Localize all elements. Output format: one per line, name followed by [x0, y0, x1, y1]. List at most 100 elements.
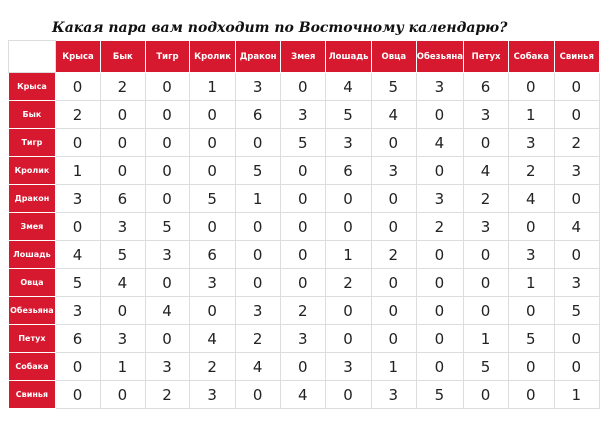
- column-header: Крыса: [54, 40, 102, 73]
- cell: 2: [463, 184, 510, 213]
- cell: 0: [415, 324, 465, 353]
- table-row: Кролик 1 0 0 0 5 0 6 3 0 4 2 3: [8, 156, 600, 185]
- column-header: Кролик: [189, 40, 236, 73]
- cell: 0: [463, 128, 510, 157]
- cell: 3: [508, 240, 555, 269]
- cell: 0: [280, 156, 327, 185]
- cell: 0: [415, 156, 465, 185]
- cell: 0: [553, 72, 600, 101]
- cell: 3: [370, 380, 417, 409]
- cell: 5: [508, 324, 555, 353]
- cell: 3: [280, 100, 327, 129]
- cell: 0: [144, 128, 191, 157]
- row-header: Петух: [8, 324, 56, 353]
- cell: 0: [325, 212, 372, 241]
- cell: 0: [189, 212, 236, 241]
- cell: 3: [553, 268, 600, 297]
- table-row: Обезьяна 3 0 4 0 3 2 0 0 0 0 0 5: [8, 296, 600, 325]
- row-header: Свинья: [8, 380, 56, 409]
- cell: 0: [189, 100, 236, 129]
- column-header: Петух: [463, 40, 510, 73]
- cell: 2: [415, 212, 465, 241]
- cell: 0: [144, 324, 191, 353]
- cell: 2: [234, 324, 282, 353]
- column-header: Обезьяна: [415, 40, 465, 73]
- cell: 2: [54, 100, 102, 129]
- cell: 3: [189, 268, 236, 297]
- cell: 0: [54, 380, 102, 409]
- cell: 0: [370, 296, 417, 325]
- cell: 0: [144, 156, 191, 185]
- cell: 3: [415, 72, 465, 101]
- cell: 0: [325, 380, 372, 409]
- cell: 3: [280, 324, 327, 353]
- cell: 0: [508, 212, 555, 241]
- cell: 0: [54, 72, 102, 101]
- cell: 0: [100, 156, 146, 185]
- cell: 4: [54, 240, 102, 269]
- cell: 4: [325, 72, 372, 101]
- cell: 0: [463, 380, 510, 409]
- cell: 1: [325, 240, 372, 269]
- cell: 0: [234, 268, 282, 297]
- cell: 3: [189, 380, 236, 409]
- cell: 1: [54, 156, 102, 185]
- table-row: Дракон 3 6 0 5 1 0 0 0 3 2 4 0: [8, 184, 600, 213]
- cell: 1: [463, 324, 510, 353]
- column-header: Змея: [280, 40, 327, 73]
- cell: 3: [463, 212, 510, 241]
- cell: 5: [234, 156, 282, 185]
- cell: 0: [280, 212, 327, 241]
- cell: 0: [370, 324, 417, 353]
- table-row: Свинья 0 0 2 3 0 4 0 3 5 0 0 1: [8, 380, 600, 409]
- cell: 3: [370, 156, 417, 185]
- cell: 5: [415, 380, 465, 409]
- cell: 2: [189, 352, 236, 381]
- cell: 0: [415, 296, 465, 325]
- cell: 3: [325, 128, 372, 157]
- cell: 0: [325, 324, 372, 353]
- cell: 5: [189, 184, 236, 213]
- cell: 5: [370, 72, 417, 101]
- cell: 3: [144, 240, 191, 269]
- cell: 0: [508, 72, 555, 101]
- cell: 0: [508, 380, 555, 409]
- column-header: Овца: [370, 40, 417, 73]
- cell: 0: [370, 268, 417, 297]
- cell: 3: [100, 212, 146, 241]
- cell: 3: [325, 352, 372, 381]
- cell: 2: [553, 128, 600, 157]
- cell: 0: [370, 184, 417, 213]
- cell: 0: [144, 268, 191, 297]
- cell: 0: [325, 184, 372, 213]
- table-row: Лошадь 4 5 3 6 0 0 1 2 0 0 3 0: [8, 240, 600, 269]
- cell: 0: [415, 240, 465, 269]
- cell: 5: [100, 240, 146, 269]
- cell: 4: [415, 128, 465, 157]
- cell: 1: [100, 352, 146, 381]
- cell: 0: [280, 184, 327, 213]
- cell: 1: [508, 100, 555, 129]
- cell: 4: [463, 156, 510, 185]
- table-row: Тигр 0 0 0 0 0 5 3 0 4 0 3 2: [8, 128, 600, 157]
- cell: 0: [100, 128, 146, 157]
- cell: 0: [508, 352, 555, 381]
- cell: 0: [189, 296, 236, 325]
- table-row: Петух 6 3 0 4 2 3 0 0 0 1 5 0: [8, 324, 600, 353]
- cell: 0: [508, 296, 555, 325]
- cell: 3: [100, 324, 146, 353]
- cell: 2: [144, 380, 191, 409]
- column-header: Дракон: [234, 40, 282, 73]
- cell: 3: [234, 296, 282, 325]
- cell: 0: [54, 128, 102, 157]
- cell: 3: [463, 100, 510, 129]
- cell: 3: [144, 352, 191, 381]
- cell: 4: [100, 268, 146, 297]
- cell: 4: [508, 184, 555, 213]
- cell: 0: [144, 100, 191, 129]
- cell: 0: [189, 156, 236, 185]
- row-header: Крыса: [8, 72, 56, 101]
- cell: 5: [144, 212, 191, 241]
- cell: 0: [234, 380, 282, 409]
- row-header: Дракон: [8, 184, 56, 213]
